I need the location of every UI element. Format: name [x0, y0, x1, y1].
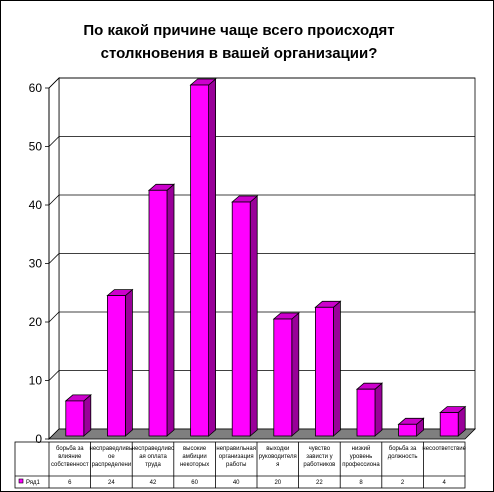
y-tick-label: 10 — [29, 374, 43, 388]
x-category-label: выходки — [266, 446, 289, 452]
bar-side — [249, 195, 258, 437]
bar — [65, 400, 85, 437]
x-category-label: некоторых — [180, 462, 209, 468]
y-tick-label: 40 — [29, 198, 43, 212]
legend-key — [18, 478, 24, 484]
bar-side — [208, 78, 217, 437]
x-category-label: чувство — [309, 446, 331, 452]
data-label: 8 — [359, 480, 363, 486]
y-tick-label: 60 — [29, 81, 43, 95]
legend-label: Ряд1 — [26, 480, 41, 486]
data-label: 24 — [108, 480, 115, 486]
data-label: 42 — [150, 480, 157, 486]
x-category-label: ая оплата — [139, 454, 167, 460]
gridline-side — [48, 194, 60, 206]
x-category-label: работы — [226, 462, 246, 468]
y-tick-label: 30 — [29, 257, 43, 271]
data-table — [14, 441, 466, 489]
x-category-label: ое — [108, 454, 115, 460]
x-category-label: собственност — [51, 462, 89, 468]
bar-side — [166, 183, 175, 437]
x-category-label: несоответствие — [422, 446, 466, 452]
x-category-label: работников — [303, 462, 335, 468]
y-tick-label: 50 — [29, 140, 43, 154]
bar — [273, 318, 293, 437]
y-tick-label: 0 — [35, 432, 42, 446]
x-category-label: амбиции — [182, 454, 206, 460]
data-label: 22 — [316, 480, 323, 486]
data-label: 40 — [233, 480, 240, 486]
x-category-label: борьба за — [389, 446, 417, 452]
bar — [231, 201, 251, 437]
data-label: 2 — [401, 480, 405, 486]
x-category-label: труда — [145, 462, 161, 468]
x-category-label: влияние — [58, 454, 82, 460]
bar — [190, 84, 210, 437]
bar-side — [374, 382, 383, 437]
x-category-label: я — [276, 462, 279, 468]
bar — [356, 388, 376, 437]
data-label: 60 — [191, 480, 198, 486]
x-category-label: распределени — [92, 462, 132, 468]
bar-side — [291, 312, 300, 437]
x-category-label: должность — [388, 454, 418, 460]
gridline-side — [48, 136, 60, 147]
x-category-label: организация — [219, 454, 254, 460]
data-label: 20 — [274, 480, 281, 486]
gridline-side — [48, 311, 60, 323]
bar — [439, 412, 459, 437]
x-category-label: неправильная — [216, 446, 256, 452]
data-label: 4 — [443, 480, 447, 486]
data-label: 6 — [68, 480, 72, 486]
bar — [314, 306, 334, 437]
bar-side — [332, 300, 341, 437]
chart-title-line-2: столкновения в вашей организации? — [101, 45, 378, 62]
x-category-label: несправедливо — [132, 446, 175, 452]
bar-side — [83, 394, 92, 437]
chart-title-line-1: По какой причине чаще всего происходят — [83, 22, 394, 39]
bar — [107, 295, 126, 437]
plot-area: 0 10 20 30 40 50 60 борьба за влияние собственнос… — [14, 77, 476, 489]
x-category-label: профессиона — [342, 462, 380, 468]
x-category-label: руководителя — [259, 454, 297, 460]
x-category-label: низкий — [352, 445, 371, 452]
gridline-side — [48, 370, 60, 381]
gridline-side — [48, 77, 60, 89]
x-category-label: зависти у — [306, 454, 332, 460]
bar — [398, 423, 418, 437]
x-category-label: высокие — [183, 446, 207, 452]
bar-side — [125, 288, 133, 437]
x-category-label: уровень — [350, 454, 373, 460]
x-category-label: борьба за — [56, 446, 84, 452]
gridline-side — [48, 253, 60, 264]
x-category-label: несправедливы — [90, 446, 134, 452]
bar — [148, 189, 168, 437]
y-tick-label: 20 — [29, 315, 43, 329]
